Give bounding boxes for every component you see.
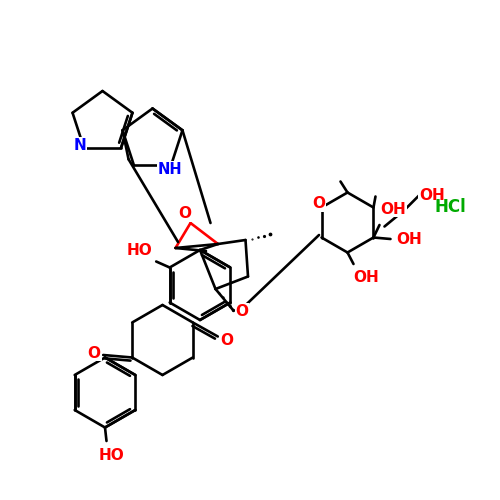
Text: O: O xyxy=(312,196,326,211)
Text: O: O xyxy=(220,333,234,348)
Text: OH: OH xyxy=(419,188,445,204)
Text: OH: OH xyxy=(380,202,406,216)
Text: OH: OH xyxy=(353,270,379,285)
Text: O: O xyxy=(236,304,248,318)
Text: HO: HO xyxy=(127,243,152,258)
Text: O: O xyxy=(178,206,191,222)
Text: HCl: HCl xyxy=(434,198,466,216)
Text: HO: HO xyxy=(98,448,124,464)
Text: OH: OH xyxy=(396,232,422,248)
Text: NH: NH xyxy=(158,162,182,177)
Text: N: N xyxy=(74,138,86,153)
Text: O: O xyxy=(88,346,101,360)
